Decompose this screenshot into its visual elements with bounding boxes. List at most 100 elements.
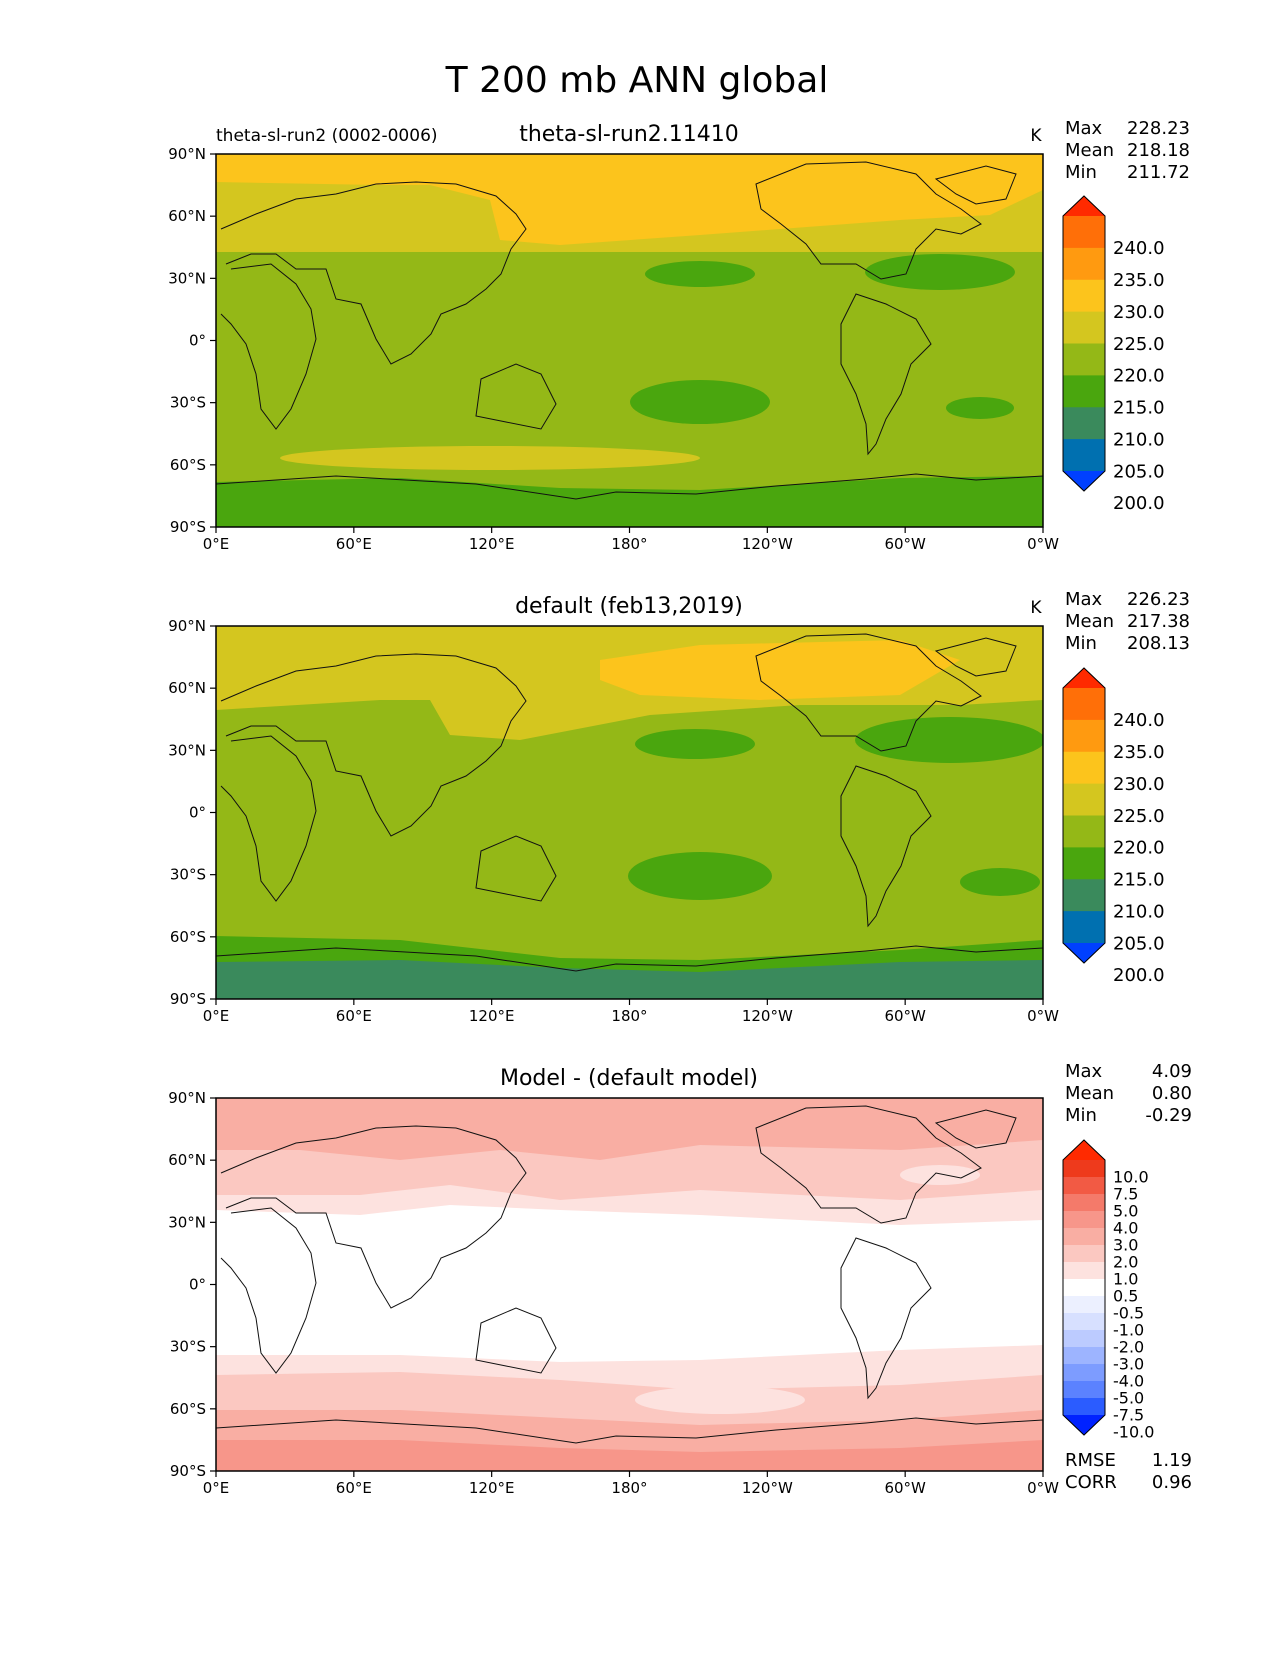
stat-value-mean: 218.18 — [1127, 140, 1190, 161]
colorbar-tick-label: 230.0 — [1113, 302, 1165, 323]
colorbar-segment — [1063, 1347, 1105, 1365]
colorbar-tick-label: 235.0 — [1113, 742, 1165, 763]
colorbar-extend-bottom — [1063, 943, 1105, 963]
colorbar-tick-label: 0.5 — [1113, 1287, 1138, 1306]
lat-tick-label: 30°S — [170, 1338, 206, 1356]
colorbar-segment — [1063, 343, 1105, 376]
colorbar-segment — [1063, 1381, 1105, 1399]
map-3-band — [216, 1098, 1043, 1160]
colorbar-tick-label: 1.0 — [1113, 1270, 1138, 1289]
colorbar-segment — [1063, 751, 1105, 785]
stat-label-mean: Mean — [1065, 611, 1114, 632]
map-3-band — [216, 1440, 1043, 1471]
stat-value-min: -0.29 — [1145, 1105, 1192, 1126]
colorbar-segment — [1063, 688, 1105, 721]
colorbar-segment — [1063, 1194, 1105, 1212]
lon-tick-label: 120°E — [469, 535, 515, 553]
stat-label-corr: CORR — [1065, 1472, 1117, 1493]
panel-1: theta-sl-run2 (0002-0006) theta-sl-run2.… — [168, 118, 1190, 553]
colorbar-tick-label: 240.0 — [1113, 238, 1165, 259]
colorbar-tick-label: 10.0 — [1113, 1168, 1149, 1187]
colorbar-segment — [1063, 1279, 1105, 1297]
colorbar-segment — [1063, 216, 1105, 249]
map-1-blob — [946, 397, 1014, 419]
colorbar-segment — [1063, 879, 1105, 912]
map-1-blob — [630, 380, 770, 424]
colorbar-extend-top — [1063, 668, 1105, 688]
lon-tick-label: 60°W — [884, 1479, 926, 1497]
lat-tick-label: 90°S — [170, 990, 206, 1008]
stat-label-mean: Mean — [1065, 140, 1114, 161]
colorbar-segment — [1063, 1262, 1105, 1280]
colorbar-tick-label: -2.0 — [1113, 1338, 1144, 1357]
colorbar-segment — [1063, 1228, 1105, 1246]
map-2-blob — [855, 717, 1043, 763]
colorbar-tick-label: -3.0 — [1113, 1355, 1144, 1374]
lat-tick-label: 60°S — [170, 928, 206, 946]
colorbar-tick-label: 205.0 — [1113, 461, 1165, 482]
colorbar-tick-label: -7.5 — [1113, 1406, 1144, 1425]
lat-tick-label: 0° — [189, 332, 206, 350]
colorbar-segment — [1063, 847, 1105, 880]
lat-tick-label: 90°S — [170, 518, 206, 536]
lat-tick-label: 30°N — [168, 741, 206, 759]
map-1-band — [216, 476, 1043, 527]
lat-tick-label: 30°N — [168, 1213, 206, 1231]
colorbar-tick-label: -1.0 — [1113, 1321, 1144, 1340]
colorbar-tick-label: 235.0 — [1113, 270, 1165, 291]
panel-1-map — [216, 154, 1043, 527]
stat-value-mean: 0.80 — [1152, 1083, 1192, 1104]
colorbar-segment — [1063, 1177, 1105, 1195]
stat-label-max: Max — [1065, 589, 1103, 610]
stat-value-max: 4.09 — [1152, 1061, 1192, 1082]
lat-tick-label: 60°N — [168, 1151, 206, 1169]
panel-1-units: K — [1030, 126, 1042, 146]
panel-1-center-title: theta-sl-run2.11410 — [519, 122, 739, 147]
map-2-blob — [960, 868, 1040, 896]
colorbar-segment — [1063, 1313, 1105, 1331]
colorbar-extend-bottom — [1063, 471, 1105, 491]
colorbar-segment — [1063, 1211, 1105, 1229]
colorbar-tick-label: 7.5 — [1113, 1185, 1138, 1204]
colorbar-segment — [1063, 1296, 1105, 1314]
panel-2-axes: 0°E 60°E 120°E 180° 120°W 60°W 0°W 90°N 60°N 30°N… — [168, 617, 1059, 1025]
lon-tick-label: 180° — [611, 535, 647, 553]
panel-2: default (feb13,2019) K Max 226.23 Mean 2… — [168, 589, 1190, 1025]
lat-tick-label: 0° — [189, 804, 206, 822]
lat-tick-label: 30°S — [170, 394, 206, 412]
colorbar-segment — [1063, 439, 1105, 472]
colorbar-tick-label: 210.0 — [1113, 429, 1165, 450]
colorbar-tick-label: 4.0 — [1113, 1219, 1138, 1238]
colorbar-tick-label: 230.0 — [1113, 774, 1165, 795]
panel-2-stats: Max 226.23 Mean 217.38 Min 208.13 — [1065, 589, 1190, 654]
colorbar-tick-label: -10.0 — [1113, 1423, 1154, 1442]
lon-tick-label: 0°E — [203, 535, 230, 553]
colorbar-segment — [1063, 1398, 1105, 1416]
lon-tick-label: 0°W — [1027, 1479, 1059, 1497]
colorbar-segment — [1063, 815, 1105, 848]
colorbar-outline — [1062, 1139, 1106, 1436]
lat-tick-label: 30°S — [170, 866, 206, 884]
lat-tick-label: 60°N — [168, 679, 206, 697]
panel-2-center-title: default (feb13,2019) — [515, 594, 743, 619]
map-2-band — [216, 960, 1043, 999]
colorbar-segment — [1063, 719, 1105, 753]
lon-tick-label: 60°W — [884, 535, 926, 553]
colorbar-tick-label: 225.0 — [1113, 334, 1165, 355]
colorbar-tick-label: 215.0 — [1113, 398, 1165, 419]
lon-tick-label: 120°W — [742, 1007, 793, 1025]
stat-value-max: 228.23 — [1127, 118, 1190, 139]
panel-2-map — [216, 626, 1043, 999]
lon-tick-label: 60°E — [336, 1479, 372, 1497]
stat-label-min: Min — [1065, 162, 1097, 183]
panel-2-units: K — [1030, 598, 1042, 618]
colorbar-tick-label: 200.0 — [1113, 493, 1165, 514]
colorbar-tick-label: 240.0 — [1113, 710, 1165, 731]
colorbar-extend-top — [1063, 1140, 1105, 1160]
stat-label-max: Max — [1065, 1061, 1103, 1082]
stat-value-min: 211.72 — [1127, 162, 1190, 183]
panel-1-axes: 0°E 60°E 120°E 180° 120°W 60°W 0°W 90°N 60°N 30°N… — [168, 145, 1059, 553]
lon-tick-label: 60°W — [884, 1007, 926, 1025]
colorbar-segment — [1063, 1364, 1105, 1382]
